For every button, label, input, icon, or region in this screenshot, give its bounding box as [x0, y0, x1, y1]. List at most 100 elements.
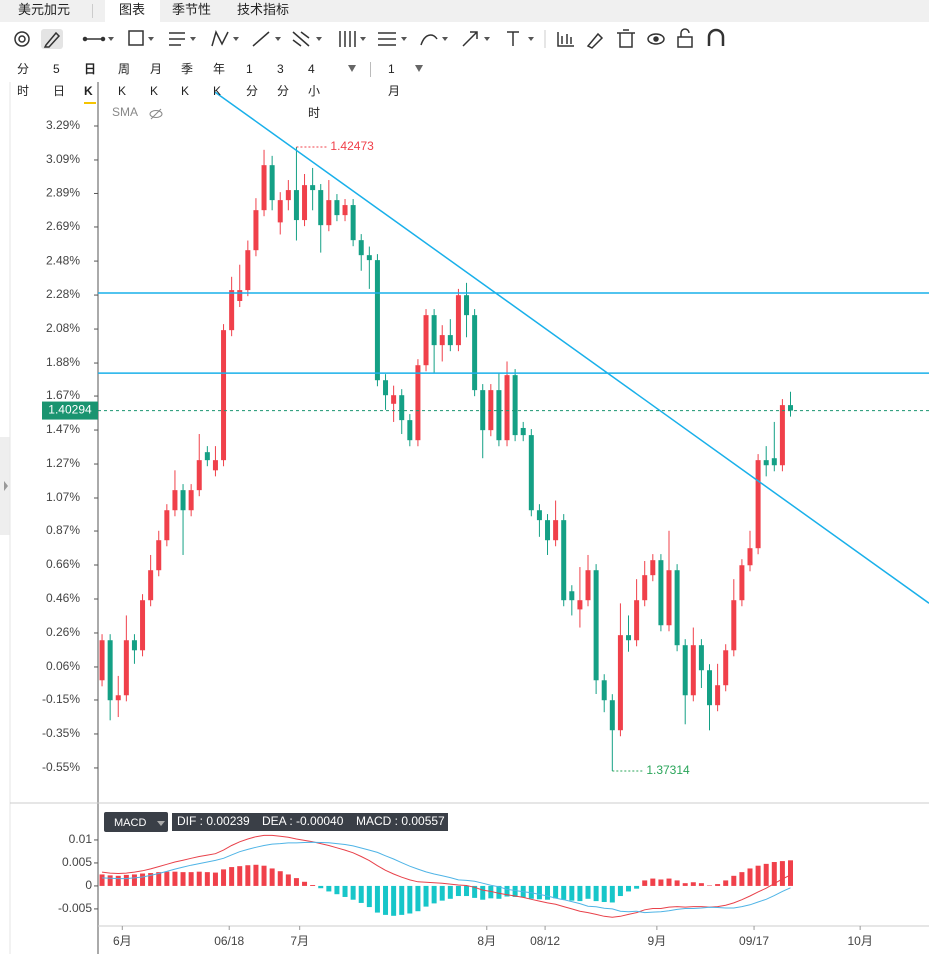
- y-tick-label: -0.005: [58, 901, 92, 915]
- macd-bar: [480, 885, 486, 900]
- candle-body: [326, 200, 332, 226]
- macd-bar: [156, 872, 162, 886]
- tool-ray[interactable]: [252, 31, 281, 47]
- candle-body: [593, 570, 599, 681]
- candle-body: [634, 600, 640, 641]
- candle-body: [674, 570, 680, 646]
- tool-fib[interactable]: [378, 32, 407, 46]
- macd-bar: [682, 883, 688, 886]
- trend-line: [214, 92, 929, 604]
- period-option[interactable]: 4小时: [308, 62, 321, 120]
- period-option[interactable]: 3分: [277, 62, 290, 98]
- period-option[interactable]: 周K: [118, 62, 131, 98]
- candle-body: [569, 591, 575, 601]
- candle-body: [472, 315, 478, 391]
- indicator-button-label[interactable]: MACD: [114, 817, 146, 829]
- tool-line[interactable]: [82, 36, 115, 42]
- macd-bar: [415, 885, 421, 912]
- period-option[interactable]: 1分: [246, 62, 259, 98]
- macd-bar: [464, 885, 470, 897]
- tech-tab[interactable]: 技术指标: [237, 2, 290, 17]
- macd-bar: [626, 885, 632, 892]
- candle-body: [642, 575, 648, 601]
- macd-bar: [99, 874, 105, 886]
- macd-bar: [779, 861, 785, 886]
- macd-bar: [431, 885, 437, 904]
- candle-body: [626, 635, 632, 641]
- candle-body: [180, 490, 186, 511]
- candle-body: [245, 250, 251, 291]
- candle-body: [237, 290, 243, 301]
- tool-bars[interactable]: [339, 31, 366, 47]
- macd-bar: [172, 871, 178, 886]
- tool-magnet[interactable]: [707, 28, 725, 46]
- macd-bar: [731, 875, 737, 886]
- indicator-button[interactable]: [104, 812, 168, 832]
- tool-delete[interactable]: [617, 29, 635, 48]
- tool-arrow[interactable]: [462, 31, 490, 47]
- y-tick-label: 0.66%: [46, 557, 80, 571]
- macd-bar: [383, 885, 389, 915]
- tool-draw-active[interactable]: [41, 29, 63, 49]
- macd-bar: [326, 885, 332, 892]
- hide-indicator-icon[interactable]: [149, 108, 163, 120]
- macd-bar: [310, 885, 316, 886]
- macd-bar: [666, 878, 672, 886]
- macd-bar: [180, 872, 186, 886]
- tool-cursor[interactable]: [14, 31, 30, 47]
- y-tick-label: 1.67%: [46, 388, 80, 402]
- macd-bar: [196, 871, 202, 886]
- symbol-tab[interactable]: 美元加元: [18, 2, 71, 17]
- period-option[interactable]: 日K: [84, 58, 97, 104]
- period-option[interactable]: 5日: [53, 62, 66, 98]
- macd-bar: [723, 880, 729, 886]
- candle-body: [658, 560, 664, 626]
- period-option[interactable]: 季K: [181, 62, 194, 98]
- candle-body: [334, 200, 340, 216]
- candle-body: [788, 405, 793, 411]
- tool-rect[interactable]: [128, 30, 154, 46]
- candle-body: [455, 295, 461, 346]
- candle-body: [229, 290, 235, 331]
- period-option[interactable]: 月K: [150, 62, 163, 98]
- tool-brush[interactable]: [420, 34, 448, 46]
- dropdown-arrow[interactable]: [157, 821, 165, 826]
- candle-body: [682, 645, 688, 696]
- macd-bar: [650, 878, 656, 886]
- candle-body: [553, 520, 559, 541]
- indicator-value: MACD : 0.00557: [356, 814, 445, 828]
- candle-body: [140, 600, 146, 651]
- range-select[interactable]: 1月: [388, 62, 401, 98]
- tool-lines[interactable]: [169, 32, 196, 46]
- macd-bar: [561, 885, 567, 900]
- separator: [92, 4, 93, 18]
- y-tick-label: 1.88%: [46, 355, 80, 369]
- candle-body: [755, 460, 761, 549]
- dropdown-arrow[interactable]: [348, 65, 356, 72]
- tool-edit[interactable]: [586, 32, 604, 49]
- candle-body: [690, 645, 696, 696]
- macd-bar: [245, 865, 251, 886]
- macd-bar: [545, 885, 551, 900]
- candle-body: [285, 190, 291, 201]
- period-option[interactable]: 分时: [17, 62, 30, 98]
- tool-wave[interactable]: [211, 29, 239, 47]
- season-tab[interactable]: 季节性: [172, 2, 212, 17]
- last-price-label: 1.40294: [48, 403, 92, 417]
- chart-tab[interactable]: 图表: [105, 0, 160, 22]
- candle-body: [707, 670, 713, 706]
- tool-lock[interactable]: [677, 28, 693, 48]
- tool-measure[interactable]: [557, 32, 574, 47]
- tool-text[interactable]: [507, 31, 534, 46]
- dropdown-arrow[interactable]: [415, 65, 423, 72]
- tool-fork[interactable]: [292, 31, 322, 47]
- macd-bar: [115, 875, 121, 886]
- y-tick-label: 1.27%: [46, 456, 80, 470]
- candle-body: [601, 680, 607, 701]
- indicator-label: SMA: [112, 105, 138, 119]
- tool-visibility[interactable]: [647, 33, 665, 45]
- macd-bar: [221, 869, 227, 886]
- tool-pen[interactable]: [43, 31, 61, 48]
- period-option[interactable]: 年K: [213, 62, 226, 98]
